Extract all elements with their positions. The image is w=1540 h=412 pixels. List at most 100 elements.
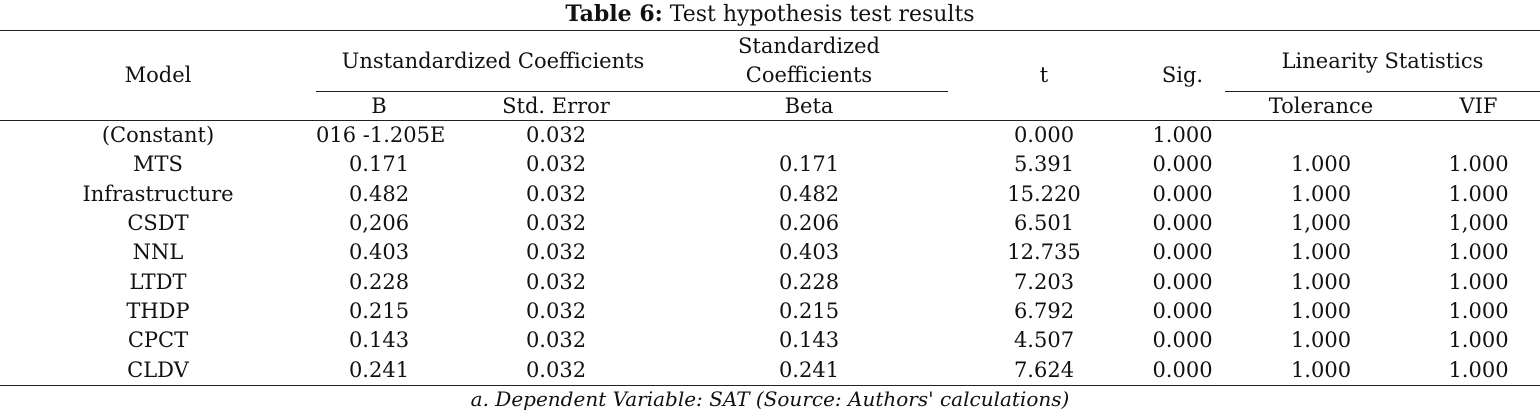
header-b: B <box>371 94 387 118</box>
cell-beta: 0.228 <box>778 269 840 294</box>
cell-tolerance: 1.000 <box>1290 152 1352 177</box>
cell-model: (Constant) <box>101 123 215 148</box>
cell-beta: 0.143 <box>778 328 840 353</box>
header-t: t <box>1039 63 1049 87</box>
cell-t: 15.220 <box>1007 181 1081 206</box>
cell-sig: 0.000 <box>1152 152 1213 177</box>
header-linearity: Linearity Statistics <box>1225 30 1540 92</box>
cell-model: CLDV <box>127 357 189 382</box>
cell-vif: 1.000 <box>1448 181 1509 206</box>
header-standardized: Standardized Coefficients <box>670 30 948 92</box>
cell-sig: 0.000 <box>1152 181 1213 206</box>
cell-beta: 0.215 <box>778 298 840 323</box>
table-body: (Constant) 016 -1.205E 0.032 0.000 1.000 MTS 0… <box>0 121 1540 386</box>
cell-b: 0.143 <box>348 328 410 353</box>
cell-t: 7.624 <box>1013 357 1075 382</box>
cell-beta: 0.241 <box>778 357 840 382</box>
cell-model: LTDT <box>129 269 187 294</box>
cell-tolerance: 1.000 <box>1290 357 1352 382</box>
cell-vif: 1.000 <box>1448 240 1509 265</box>
cell-beta: 0.171 <box>778 152 840 177</box>
cell-sig: 0.000 <box>1152 357 1213 382</box>
cell-vif: 1.000 <box>1448 328 1509 353</box>
cell-tolerance: 1.000 <box>1290 240 1352 265</box>
header-row-1: Model Unstandardized Coefficients Standa… <box>0 30 1540 92</box>
cell-vif: 1.000 <box>1448 269 1509 294</box>
cell-sig: 0.000 <box>1152 269 1213 294</box>
cell-t: 6.792 <box>1013 298 1075 323</box>
header-standardized-line2: Coefficients <box>745 63 873 87</box>
cell-beta: 0.403 <box>778 240 840 265</box>
cell-std-error: 0.032 <box>525 211 587 236</box>
table-row: LTDT 0.228 0.032 0.228 7.203 0.000 1.000 1.000 <box>0 267 1540 296</box>
caption-label: Table 6: <box>565 1 663 27</box>
cell-std-error: 0.032 <box>525 328 587 353</box>
cell-t: 5.391 <box>1013 152 1075 177</box>
cell-vif <box>1417 121 1540 151</box>
cell-b: 0.403 <box>348 240 410 265</box>
cell-tolerance: 1.000 <box>1290 181 1352 206</box>
cell-beta <box>670 121 948 151</box>
header-beta: Beta <box>784 94 834 118</box>
table-row: Infrastructure 0.482 0.032 0.482 15.220 0.000… <box>0 180 1540 209</box>
cell-b: 0.241 <box>348 357 410 382</box>
cell-std-error: 0.032 <box>525 152 587 177</box>
cell-b: 0.228 <box>348 269 410 294</box>
cell-model: MTS <box>133 152 183 177</box>
header-standardized-line1: Standardized <box>738 34 880 58</box>
cell-std-error: 0.032 <box>525 357 587 382</box>
cell-beta: 0.482 <box>778 181 840 206</box>
table-row: THDP 0.215 0.032 0.215 6.792 0.000 1.000 1.000 <box>0 297 1540 326</box>
cell-vif: 1.000 <box>1448 152 1509 177</box>
header-vif: VIF <box>1459 94 1498 118</box>
cell-tolerance <box>1225 121 1417 151</box>
cell-tolerance: 1.000 <box>1290 328 1352 353</box>
cell-std-error: 0.032 <box>525 240 587 265</box>
table-note: a. Dependent Variable: SAT (Source: Auth… <box>470 387 1070 411</box>
table-row: CLDV 0.241 0.032 0.241 7.624 0.000 1.000 1.000 <box>0 355 1540 386</box>
cell-beta: 0.206 <box>778 211 840 236</box>
table-row: MTS 0.171 0.032 0.171 5.391 0.000 1.000 1.000 <box>0 150 1540 179</box>
cell-vif: 1.000 <box>1448 298 1509 323</box>
table-caption: Table 6: Test hypothesis test results <box>0 0 1540 28</box>
cell-model: Infrastructure <box>82 181 234 206</box>
cell-std-error: 0.032 <box>525 123 587 148</box>
table-row: (Constant) 016 -1.205E 0.032 0.000 1.000 <box>0 121 1540 151</box>
header-tolerance: Tolerance <box>1268 94 1374 118</box>
cell-b: 0,206 <box>348 211 410 236</box>
cell-std-error: 0.032 <box>525 269 587 294</box>
cell-t: 7.203 <box>1013 269 1075 294</box>
cell-tolerance: 1.000 <box>1290 298 1352 323</box>
table-row: CPCT 0.143 0.032 0.143 4.507 0.000 1.000 1.000 <box>0 326 1540 355</box>
cell-sig: 0.000 <box>1152 211 1213 236</box>
cell-tolerance: 1,000 <box>1290 211 1352 236</box>
cell-b: 0.482 <box>348 181 410 206</box>
cell-model: NNL <box>132 240 184 265</box>
cell-sig: 1.000 <box>1152 123 1213 148</box>
cell-b: 016 -1.205E <box>316 123 446 148</box>
cell-vif: 1,000 <box>1448 211 1509 236</box>
cell-std-error: 0.032 <box>525 298 587 323</box>
cell-t: 12.735 <box>1007 240 1081 265</box>
caption-text: Test hypothesis test results <box>669 2 975 27</box>
cell-t: 0.000 <box>1013 123 1075 148</box>
cell-vif: 1.000 <box>1448 357 1509 382</box>
header-unstandardized: Unstandardized Coefficients <box>316 30 670 92</box>
header-std-error: Std. Error <box>502 94 610 118</box>
cell-sig: 0.000 <box>1152 298 1213 323</box>
cell-b: 0.215 <box>348 298 410 323</box>
cell-sig: 0.000 <box>1152 328 1213 353</box>
cell-b: 0.171 <box>348 152 410 177</box>
header-model: Model <box>124 63 192 87</box>
cell-std-error: 0.032 <box>525 181 587 206</box>
table-row: NNL 0.403 0.032 0.403 12.735 0.000 1.000 1.000 <box>0 238 1540 267</box>
results-table: Model Unstandardized Coefficients Standa… <box>0 30 1540 386</box>
cell-sig: 0.000 <box>1152 240 1213 265</box>
cell-model: CPCT <box>127 328 189 353</box>
cell-tolerance: 1.000 <box>1290 269 1352 294</box>
cell-t: 4.507 <box>1013 328 1075 353</box>
cell-t: 6.501 <box>1013 211 1075 236</box>
header-sig: Sig. <box>1161 63 1204 87</box>
table-row: CSDT 0,206 0.032 0.206 6.501 0.000 1,000 1,000 <box>0 209 1540 238</box>
cell-model: CSDT <box>127 211 189 236</box>
